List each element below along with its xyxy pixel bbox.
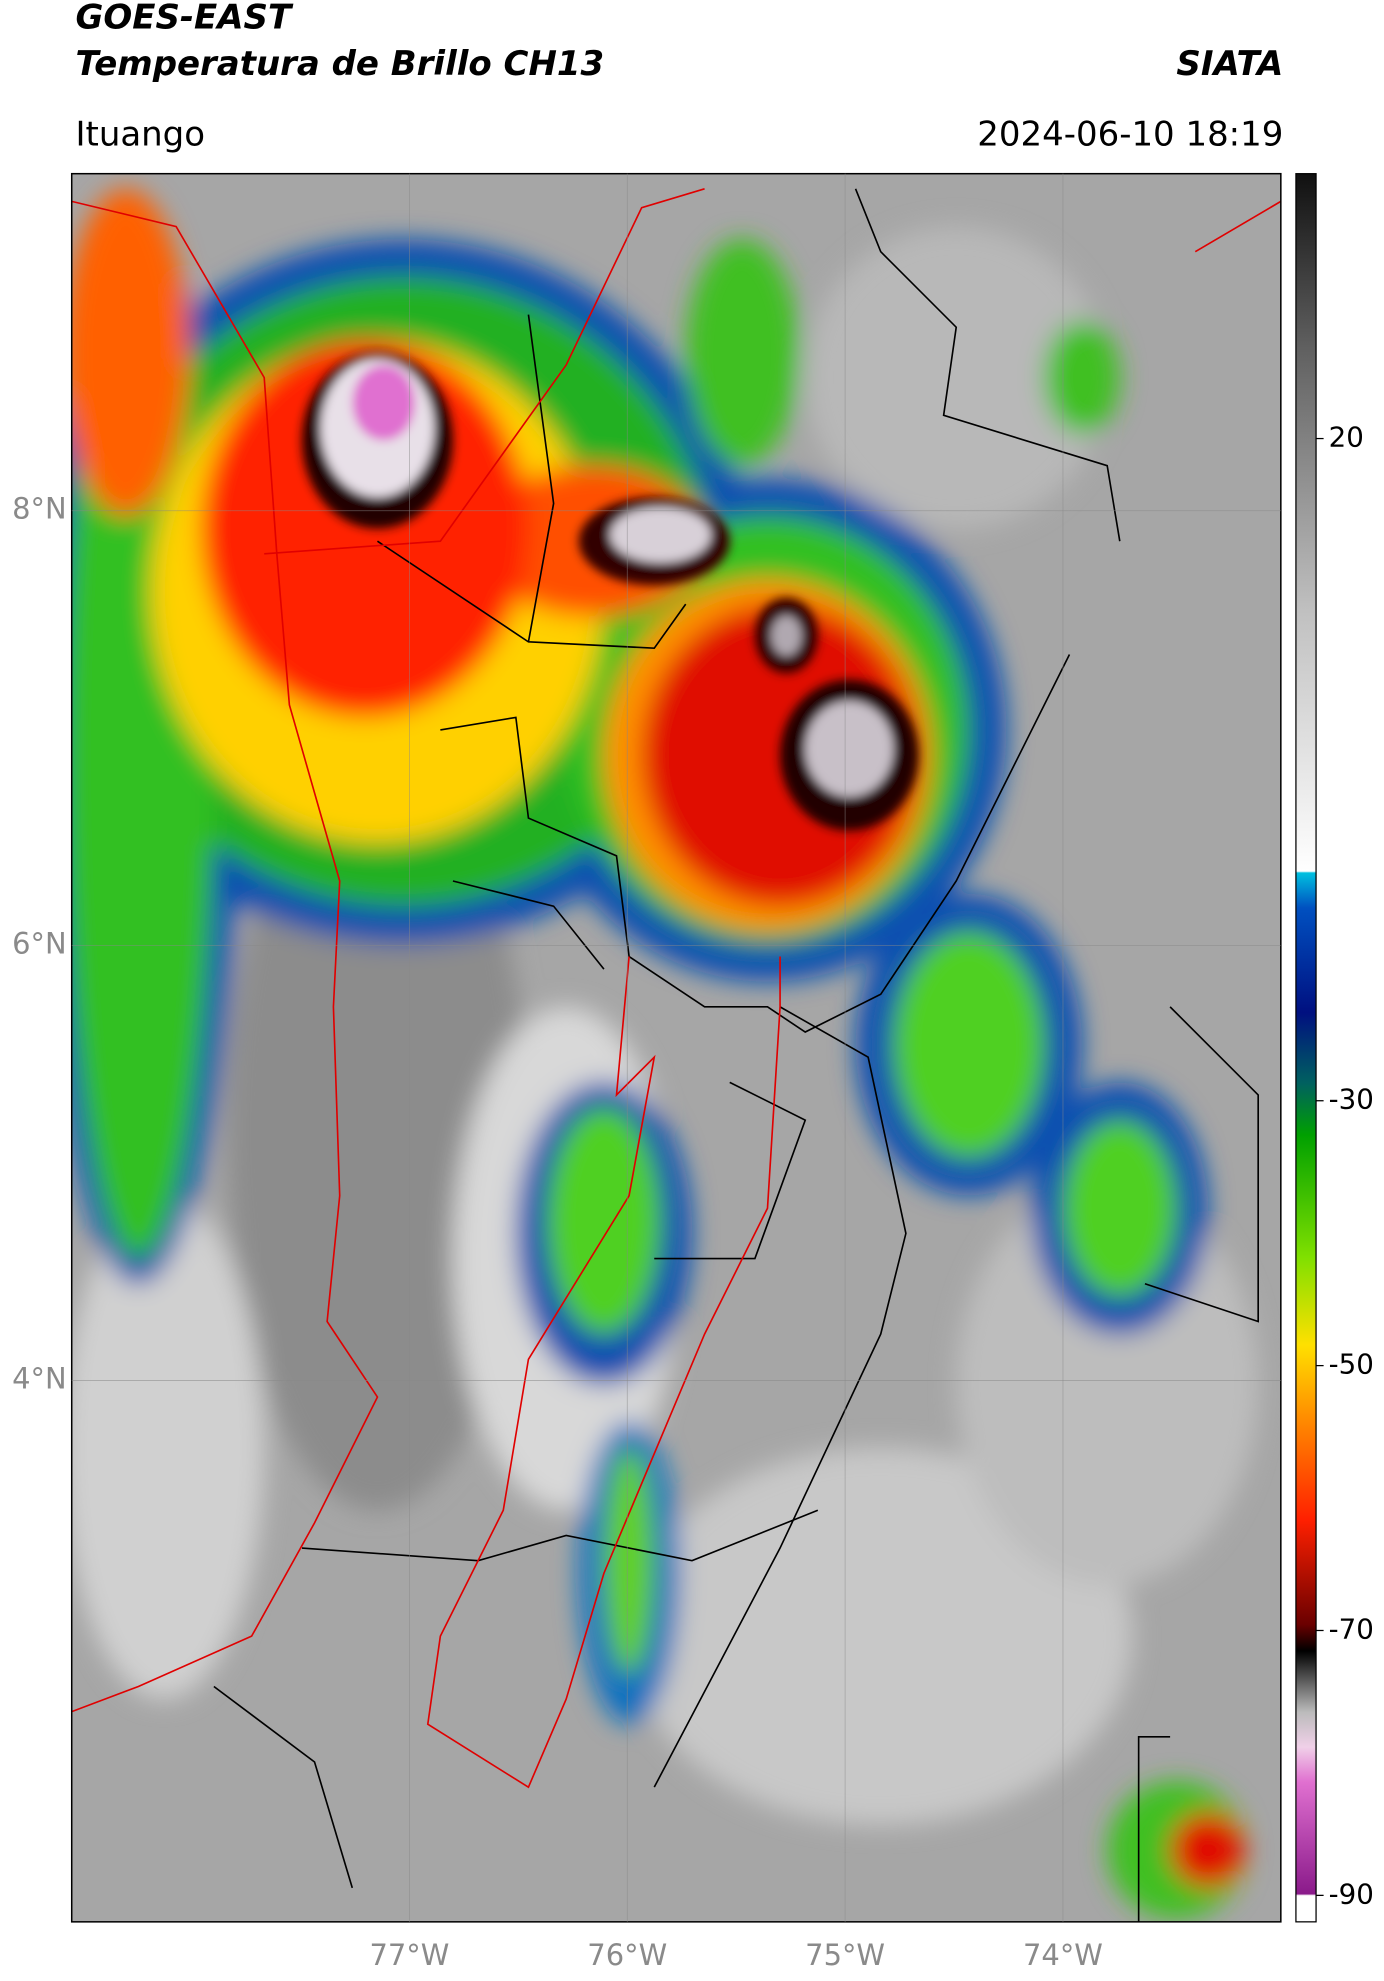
map-frame xyxy=(70,172,1282,1923)
lon-label: 76°W xyxy=(587,1938,667,1972)
colorbar-tick-label: 20 xyxy=(1329,421,1364,454)
subtitle: Temperatura de Brillo CH13 xyxy=(75,44,604,84)
location: Ituango xyxy=(75,114,205,154)
lat-label: 8°N xyxy=(12,492,67,526)
lon-label: 74°W xyxy=(1023,1938,1103,1972)
lon-label: 75°W xyxy=(805,1938,885,1972)
datetime: 2024-06-10 18:19 xyxy=(977,114,1283,154)
satellite-image xyxy=(71,173,1281,1922)
coastline xyxy=(71,188,1281,1789)
title: GOES-EAST xyxy=(75,0,293,37)
brand: SIATA xyxy=(1176,44,1283,84)
colorbar-tick-label: -70 xyxy=(1329,1612,1374,1645)
colorbar xyxy=(1295,173,1317,1923)
colorbar-tick-label: -50 xyxy=(1329,1348,1374,1381)
lat-label: 6°N xyxy=(12,927,67,961)
lat-label: 4°N xyxy=(12,1361,67,1395)
colorbar-tick-label: -90 xyxy=(1329,1877,1374,1910)
colorbar-tick-label: -30 xyxy=(1329,1083,1374,1116)
borders xyxy=(213,188,1259,1922)
lon-label: 77°W xyxy=(369,1938,449,1972)
